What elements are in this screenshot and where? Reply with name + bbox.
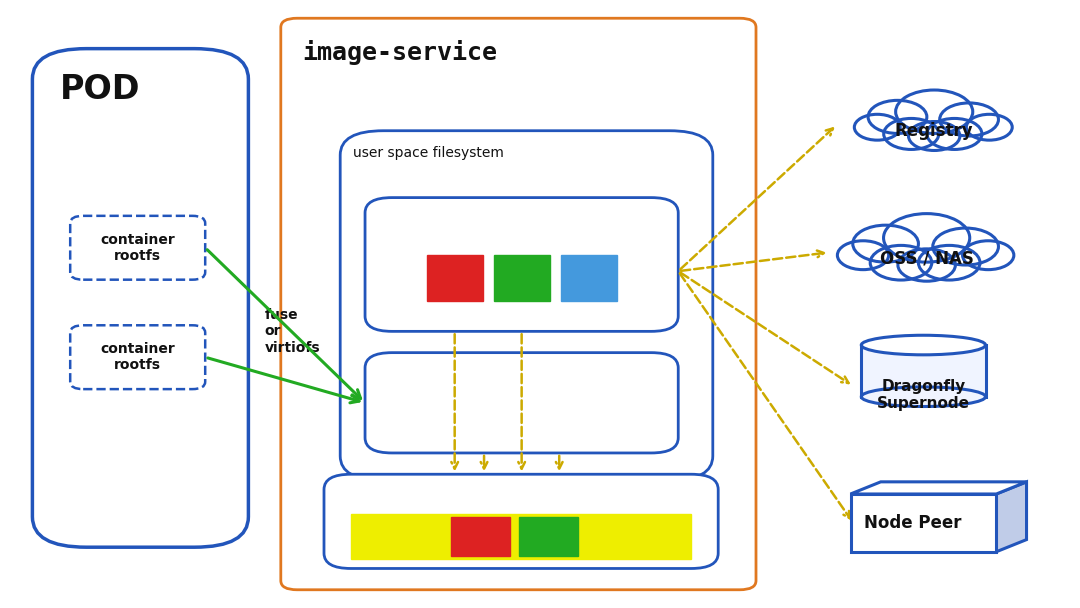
Text: OSS / NAS: OSS / NAS — [880, 249, 973, 268]
Text: Node Peer: Node Peer — [864, 514, 961, 532]
Bar — [427, 255, 483, 301]
Circle shape — [933, 228, 999, 265]
FancyBboxPatch shape — [70, 325, 205, 389]
Circle shape — [967, 114, 1012, 140]
Text: filesystem
metadata: filesystem metadata — [477, 387, 566, 419]
Bar — [494, 255, 550, 301]
Text: filesystem data: filesystem data — [461, 211, 582, 225]
Text: user space filesystem: user space filesystem — [353, 146, 504, 160]
Circle shape — [883, 119, 939, 150]
FancyBboxPatch shape — [365, 198, 678, 331]
Circle shape — [854, 114, 901, 140]
Text: image-service: image-service — [302, 40, 498, 64]
Text: Registry: Registry — [895, 122, 973, 140]
Bar — [351, 514, 691, 559]
FancyBboxPatch shape — [340, 131, 713, 480]
FancyBboxPatch shape — [70, 216, 205, 280]
Circle shape — [918, 246, 980, 280]
Text: Dragonfly
Supernode: Dragonfly Supernode — [877, 379, 970, 412]
Polygon shape — [851, 482, 1026, 494]
Text: container
rootfs: container rootfs — [100, 342, 175, 372]
Text: local cache: local cache — [337, 486, 415, 500]
Circle shape — [870, 246, 932, 280]
Circle shape — [940, 103, 998, 136]
Polygon shape — [996, 482, 1026, 552]
Text: fuse
or
virtiofs: fuse or virtiofs — [265, 308, 321, 354]
FancyBboxPatch shape — [32, 49, 248, 547]
Circle shape — [837, 241, 889, 270]
Ellipse shape — [862, 387, 986, 407]
Bar — [451, 517, 511, 556]
Circle shape — [883, 213, 970, 262]
FancyBboxPatch shape — [365, 353, 678, 453]
Circle shape — [868, 100, 927, 133]
Circle shape — [962, 241, 1014, 270]
Circle shape — [897, 249, 956, 282]
Circle shape — [927, 119, 982, 150]
FancyBboxPatch shape — [324, 474, 718, 568]
FancyBboxPatch shape — [281, 18, 756, 590]
Bar — [851, 494, 996, 552]
Circle shape — [853, 225, 918, 262]
Bar — [862, 345, 986, 396]
Circle shape — [908, 122, 960, 150]
Text: container
rootfs: container rootfs — [100, 233, 175, 263]
Bar — [519, 517, 579, 556]
Ellipse shape — [862, 335, 986, 355]
Bar — [561, 255, 617, 301]
Circle shape — [895, 90, 973, 133]
Text: POD: POD — [59, 73, 140, 106]
